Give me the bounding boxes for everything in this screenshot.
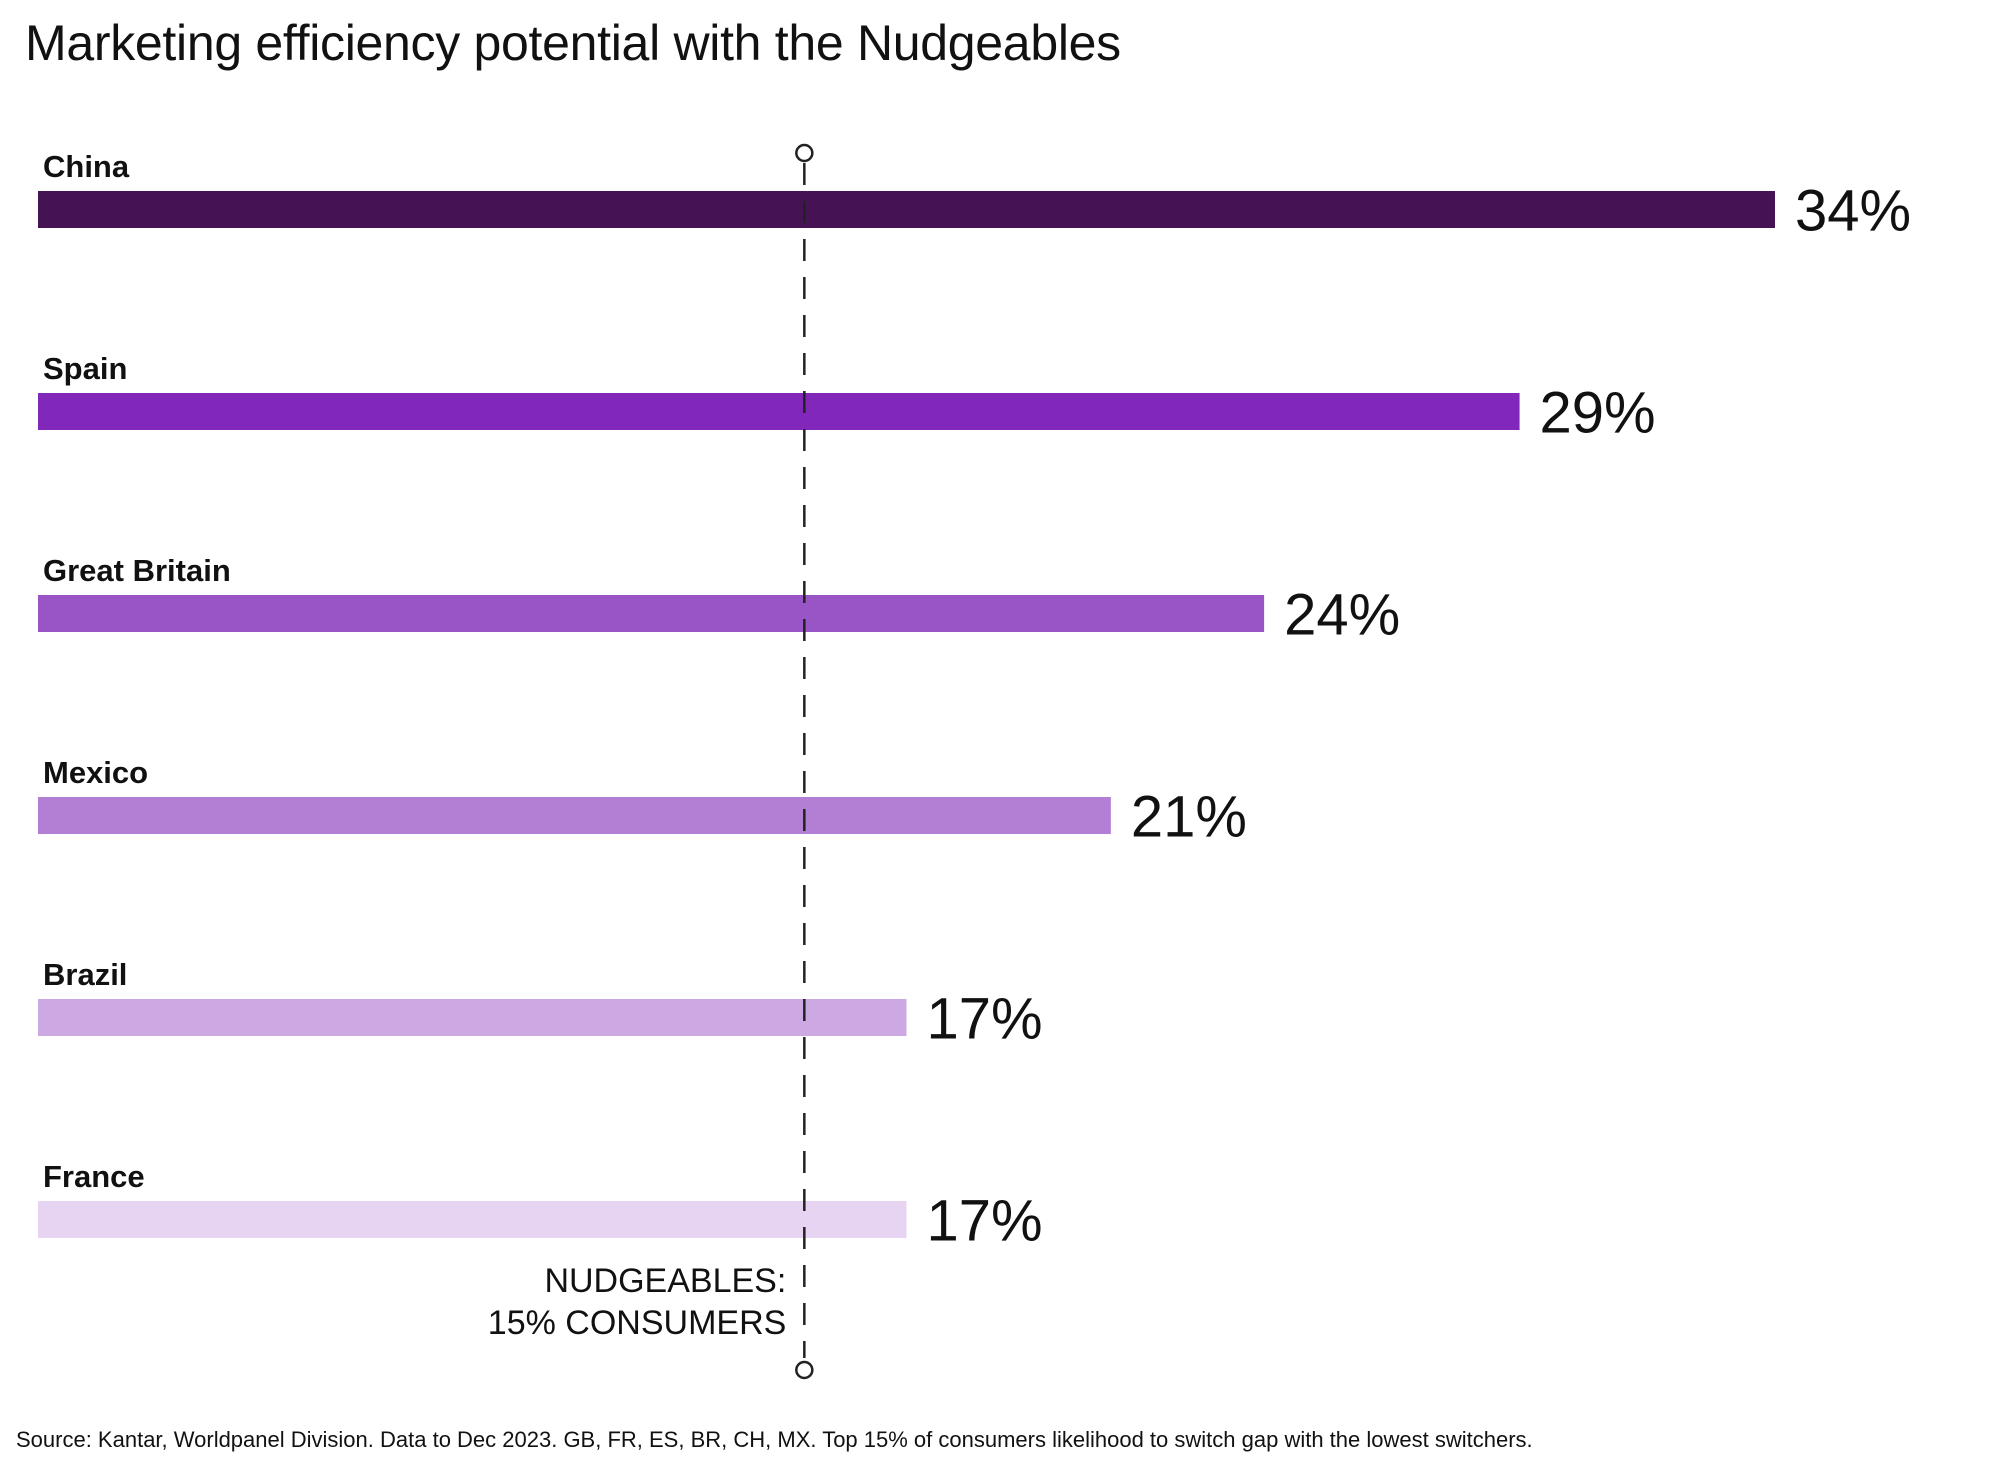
category-label: China (43, 149, 130, 184)
category-label: Brazil (43, 957, 127, 992)
value-label: 21% (1131, 785, 1247, 850)
value-label: 17% (927, 987, 1043, 1052)
chart-title: Marketing efficiency potential with the … (25, 15, 1121, 71)
reference-line-top-marker (795, 143, 814, 163)
reference-line-label-line1: NUDGEABLES: (544, 1262, 786, 1300)
category-label: Spain (43, 351, 127, 386)
bar (38, 393, 1520, 430)
bar (38, 1201, 907, 1238)
bar-chart: China 34% Spain 29% Great Britain 24% Mexico 21… (38, 143, 1911, 1380)
source-note: Source: Kantar, Worldpanel Division. Dat… (16, 1427, 1533, 1452)
value-label: 29% (1540, 381, 1656, 446)
reference-line-label-line2: 15% CONSUMERS (488, 1304, 787, 1342)
value-label: 24% (1284, 583, 1400, 648)
reference-line-bottom-marker (795, 1360, 814, 1380)
category-label: Great Britain (43, 553, 231, 588)
category-label: Mexico (43, 755, 148, 790)
bars-layer: China 34% Spain 29% Great Britain 24% Mexico 21… (38, 149, 1911, 1254)
category-label: France (43, 1159, 145, 1194)
value-label: 34% (1795, 179, 1911, 244)
bar (38, 595, 1265, 632)
bar (38, 191, 1775, 228)
reference-line-group: NUDGEABLES: 15% CONSUMERS (488, 143, 814, 1380)
bar (38, 999, 907, 1036)
bar (38, 797, 1111, 834)
value-label: 17% (927, 1189, 1043, 1254)
